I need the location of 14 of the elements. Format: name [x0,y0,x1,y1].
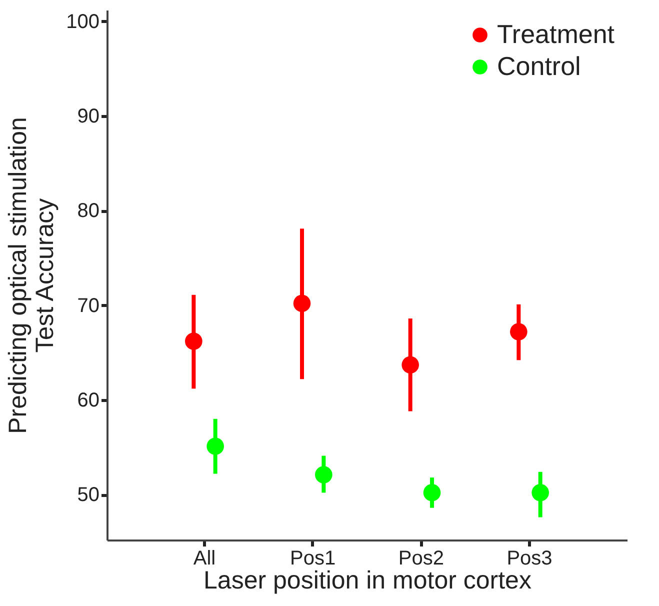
legend-label: Treatment [497,19,616,49]
y-tick-label: 80 [77,200,100,222]
legend-label: Control [497,51,581,81]
x-tick-label: All [193,548,216,570]
y-tick-label: 50 [77,484,100,506]
y-axis-title: Predicting optical stimulation Test Accuracy [4,117,60,434]
y-tick-label: 100 [66,10,100,33]
x-tick-label: Pos1 [290,548,336,570]
y-tick-label: 60 [77,389,100,412]
y-tick-label: 70 [77,294,100,317]
x-tick-label: Pos2 [398,548,444,570]
x-tick-label: Pos3 [506,548,552,570]
y-tick-label: 90 [77,106,100,128]
x-axis-title: Laser position in motor cortex [204,566,532,594]
